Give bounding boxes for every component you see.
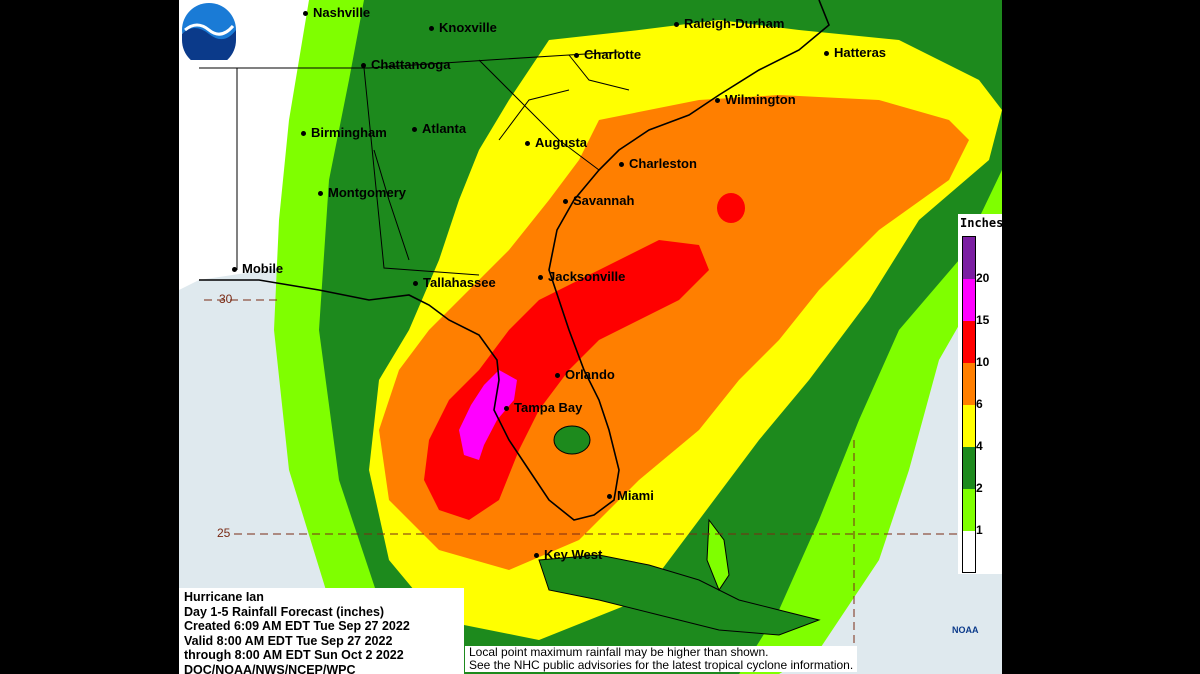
city-label: Chattanooga xyxy=(361,58,450,72)
disclaimer-line: Local point maximum rainfall may be high… xyxy=(469,645,769,659)
valid-end: through 8:00 AM EDT Sun Oct 2 2022 xyxy=(184,648,404,663)
legend-swatch-4to6 xyxy=(963,405,975,447)
city-label: Miami xyxy=(607,489,654,503)
legend-swatch-10to15 xyxy=(963,321,975,363)
storm-name: Hurricane Ian xyxy=(184,590,264,604)
city-label: Augusta xyxy=(525,136,587,150)
valid-start: Valid 8:00 AM EDT Tue Sep 27 2022 xyxy=(184,633,393,648)
legend-swatch-below1 xyxy=(963,531,975,572)
city-label: Tallahassee xyxy=(413,276,496,290)
legend-label: 1 xyxy=(976,523,983,537)
city-label: Birmingham xyxy=(301,126,387,140)
legend-swatch-above20 xyxy=(963,237,975,279)
latitude-label: 25 xyxy=(217,526,231,540)
rainfall-legend: Inches 20 15 10 6 4 2 1 xyxy=(958,214,1002,574)
city-label: Charlotte xyxy=(574,48,641,62)
forecast-info-box: Hurricane Ian Day 1-5 Rainfall Forecast … xyxy=(179,588,464,674)
legend-label: 10 xyxy=(976,355,990,369)
legend-label: 6 xyxy=(976,397,983,411)
disclaimer: Local point maximum rainfall may be high… xyxy=(465,645,858,672)
disclaimer-line: See the NHC public advisories for the la… xyxy=(469,658,854,672)
legend-swatch-6to10 xyxy=(963,363,975,405)
city-label: Atlanta xyxy=(412,122,466,136)
noaa-logo-text: NOAA xyxy=(952,625,979,635)
city-label: Nashville xyxy=(303,6,370,20)
forecast-title: Day 1-5 Rainfall Forecast (inches) xyxy=(184,604,385,619)
city-label: Mobile xyxy=(232,262,283,276)
rainfall-map: Nashville Knoxville Raleigh-Durham Hatte… xyxy=(179,0,1002,674)
legend-swatch-1to2 xyxy=(963,489,975,531)
city-label: Montgomery xyxy=(318,186,406,200)
city-label: Charleston xyxy=(619,157,697,171)
city-label: Savannah xyxy=(563,194,634,208)
issuing-agency: DOC/NOAA/NWS/NCEP/WPC xyxy=(184,662,356,674)
legend-label: 2 xyxy=(976,481,983,495)
city-label: Knoxville xyxy=(429,21,497,35)
legend-swatch-2to4 xyxy=(963,447,975,489)
city-label: Key West xyxy=(534,548,602,562)
latitude-label: 30 xyxy=(219,292,233,306)
legend-label: 4 xyxy=(976,439,983,453)
city-label: Wilmington xyxy=(715,93,796,107)
noaa-logo-icon xyxy=(180,1,238,60)
legend-label: 20 xyxy=(976,271,990,285)
city-label: Hatteras xyxy=(824,46,886,60)
legend-label: 15 xyxy=(976,313,990,327)
city-label: Orlando xyxy=(555,368,615,382)
created-time: Created 6:09 AM EDT Tue Sep 27 2022 xyxy=(184,619,410,634)
city-label: Tampa Bay xyxy=(504,401,582,415)
city-label: Raleigh-Durham xyxy=(674,17,784,31)
rainfall-contours xyxy=(179,0,1002,674)
legend-swatch-15to20 xyxy=(963,279,975,321)
legend-colorbar xyxy=(962,236,976,573)
city-label: Jacksonville xyxy=(538,270,625,284)
legend-title: Inches xyxy=(960,216,1002,230)
